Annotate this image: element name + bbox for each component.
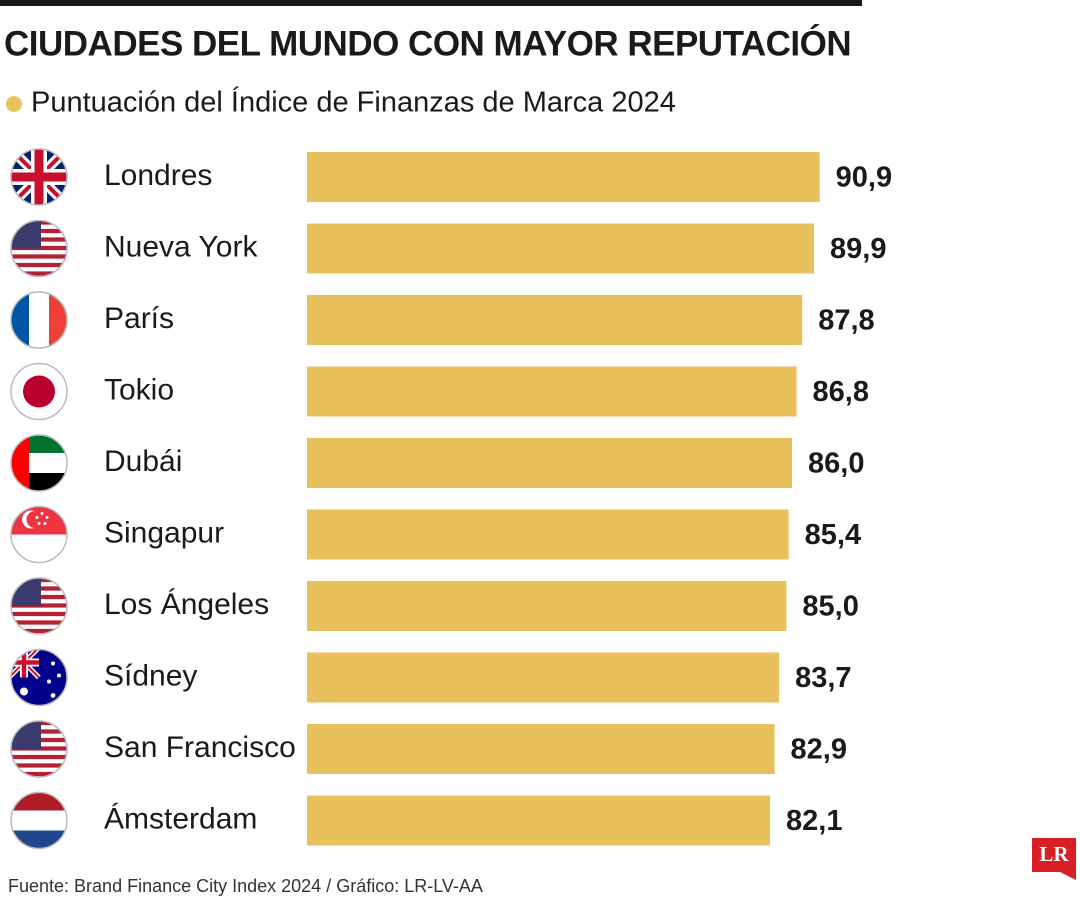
logo-box xyxy=(1032,838,1076,880)
flag-ring xyxy=(10,291,68,349)
flag-clip xyxy=(9,719,69,779)
flag-art xyxy=(11,435,67,491)
bar xyxy=(307,724,775,774)
flag-art xyxy=(9,648,69,708)
logo: LR xyxy=(1039,842,1069,866)
category-label: Londres xyxy=(104,159,212,192)
flag-art xyxy=(9,147,69,207)
flag-clip xyxy=(11,292,67,348)
legend-dot xyxy=(6,96,22,112)
category-label: Los Ángeles xyxy=(104,588,269,621)
chart-subtitle: Puntuación del Índice de Finanzas de Mar… xyxy=(31,86,676,119)
flag-art xyxy=(9,719,69,779)
flag-ring xyxy=(10,577,68,635)
flag-ring xyxy=(10,505,68,564)
flag-art xyxy=(9,576,69,636)
bar xyxy=(307,652,780,703)
flag-ring xyxy=(10,648,68,707)
flag xyxy=(10,434,68,492)
value-label: 87,8 xyxy=(818,305,874,337)
flag-art xyxy=(11,792,67,849)
flag-art xyxy=(9,219,69,279)
flag-ring xyxy=(10,219,68,278)
value-label: 86,0 xyxy=(808,448,864,480)
flag-ring xyxy=(10,148,68,206)
value-label: 85,4 xyxy=(805,519,861,551)
category-label: París xyxy=(104,302,174,335)
bar xyxy=(307,509,789,560)
flag xyxy=(10,791,68,850)
bar xyxy=(307,295,803,345)
bar xyxy=(307,152,820,202)
value-label: 82,9 xyxy=(791,734,847,766)
flag xyxy=(9,147,69,207)
category-label: Nueva York xyxy=(104,230,258,263)
flag-ring xyxy=(10,791,68,850)
flag-ring xyxy=(10,720,68,778)
flag xyxy=(10,291,68,349)
flag xyxy=(9,648,69,708)
category-label: Ámsterdam xyxy=(104,802,257,835)
flag xyxy=(10,362,68,421)
chart-title: CIUDADES DEL MUNDO CON MAYOR REPUTACIÓN xyxy=(4,23,851,63)
value-label: 86,8 xyxy=(813,376,869,408)
flag-clip xyxy=(11,506,67,563)
flag-art xyxy=(11,292,67,348)
flag xyxy=(9,219,69,279)
flag-clip xyxy=(9,576,69,636)
value-label: 83,7 xyxy=(795,662,851,694)
flag xyxy=(9,576,69,636)
bar xyxy=(307,223,815,274)
category-label: Sídney xyxy=(104,659,197,692)
category-label: San Francisco xyxy=(104,731,296,764)
flag-ring xyxy=(10,434,68,492)
flag-clip xyxy=(11,792,67,849)
bar xyxy=(307,795,771,846)
flag-clip xyxy=(11,363,67,420)
top-rule xyxy=(0,0,862,6)
bar xyxy=(307,366,797,417)
flag-art xyxy=(11,363,67,420)
flag-clip xyxy=(9,147,69,207)
category-label: Singapur xyxy=(104,516,224,549)
category-label: Tokio xyxy=(104,373,174,406)
flag-art xyxy=(11,506,67,563)
flag-clip xyxy=(9,219,69,279)
category-label: Dubái xyxy=(104,445,182,478)
flag xyxy=(9,719,69,779)
flag-ring xyxy=(10,362,68,421)
value-label: 85,0 xyxy=(802,591,858,623)
bar xyxy=(307,581,787,631)
flag-clip xyxy=(9,648,69,708)
flag xyxy=(10,505,68,564)
value-label: 90,9 xyxy=(836,162,892,194)
value-label: 82,1 xyxy=(786,805,842,837)
bar xyxy=(307,438,793,488)
source: Fuente: Brand Finance City Index 2024 / … xyxy=(8,876,483,896)
flag-clip xyxy=(11,435,67,491)
value-label: 89,9 xyxy=(830,233,886,265)
